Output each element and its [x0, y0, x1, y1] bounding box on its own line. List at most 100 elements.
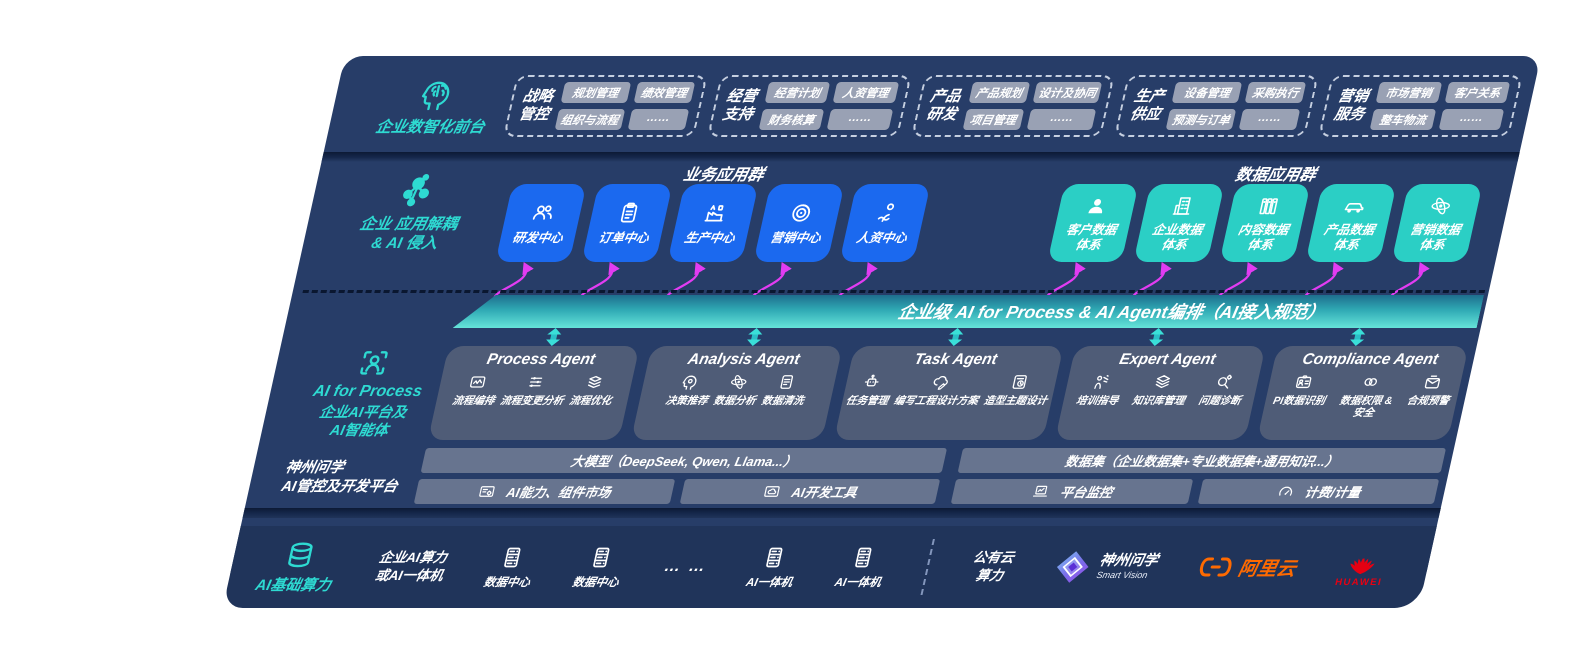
- ai-appliance-2: AI一体机: [833, 544, 889, 590]
- group-title: 生产 供应: [1128, 88, 1167, 123]
- group-title: 营销 服务: [1332, 88, 1371, 123]
- window-cloud-icon: [761, 482, 784, 501]
- server-icon: [496, 544, 529, 571]
- front-office-layer: 企业数智化前台 战略 管控 规划管理 绩效管理 组织与流程 …… 经营 支持 经营计…: [324, 56, 1541, 152]
- data-app-boxes: 客户数据 体系 企业数据 体系 内容数据 体系 产品数据 体系 营销数据 体系: [1047, 184, 1483, 262]
- infra-label: AI基础算力: [253, 577, 333, 594]
- atom-icon: [727, 372, 751, 392]
- vertical-dashed-divider: [920, 539, 935, 595]
- target-icon: [785, 200, 817, 226]
- aliyun-logo: 阿里云: [1196, 554, 1299, 581]
- chip: 人资管理: [832, 82, 899, 103]
- platform-label: 神州问学 AI管控及开发平台: [279, 460, 400, 495]
- architecture-panel: 企业数智化前台 战略 管控 规划管理 绩效管理 组织与流程 …… 经营 支持 经营计…: [222, 56, 1541, 608]
- magnifier-gear-icon: [1212, 372, 1236, 392]
- chip: 项目管理: [962, 109, 1025, 130]
- server-icon: [585, 544, 618, 571]
- group-title: 产品 研发: [924, 88, 963, 123]
- ai-appliance-1: AI一体机: [744, 544, 800, 590]
- chip: ……: [627, 109, 690, 130]
- chip: 预测与订单: [1166, 109, 1237, 130]
- brain-head-icon: [413, 74, 462, 114]
- business-apps-header: 业务应用群: [681, 167, 766, 184]
- chip: ……: [1238, 109, 1301, 130]
- front-group-supply: 生产 供应 设备管理 采购执行 预测与订单 ……: [1114, 75, 1319, 137]
- books-icon: [1254, 194, 1283, 218]
- front-office-groups: 战略 管控 规划管理 绩效管理 组织与流程 …… 经营 支持 经营计划 人资管理 财…: [503, 75, 1523, 137]
- trainer-icon: [1089, 372, 1113, 392]
- chip: 绩效管理: [633, 82, 696, 103]
- car-icon: [1340, 194, 1369, 218]
- chip: 采购执行: [1244, 82, 1307, 103]
- front-group-product: 产品 研发 产品规划 设计及协同 项目管理 ……: [910, 75, 1116, 137]
- factory-icon: [699, 200, 731, 226]
- agent-boxes: Process Agent 流程编排 流程变更分析 流程优化 Analysis …: [427, 346, 1469, 440]
- smartvision-diamond-icon: [1056, 551, 1089, 583]
- data-box-enterprise: 企业数据 体系: [1133, 184, 1225, 262]
- data-box-marketing: 营销数据 体系: [1391, 184, 1483, 262]
- huawei-logo: HUAWEI: [1334, 546, 1390, 588]
- application-layer: 企业 应用解耦 & AI 侵入 业务应用群 数据应用群 研发中心 订单中心 生产中…: [299, 162, 1517, 262]
- chip: 市场营销: [1375, 82, 1442, 103]
- person-activity-icon: [871, 200, 903, 226]
- linked-rings-icon: [1358, 372, 1382, 392]
- app-box-production-center: 生产中心: [667, 184, 759, 262]
- huawei-flower-icon: [1350, 557, 1375, 574]
- analysis-agent-box: Analysis Agent 决策推荐 数据分析 数据清洗: [630, 346, 843, 440]
- app-box-marketing-center: 营销中心: [753, 184, 845, 262]
- platform-monitor-chip: 平台监控: [950, 479, 1193, 504]
- cloud-pen-icon: [928, 372, 952, 392]
- group-title: 战略 管控: [517, 88, 555, 123]
- chip: 组织与流程: [554, 109, 625, 130]
- dashed-separator: [302, 290, 1486, 293]
- front-group-marketing: 营销 服务 市场营销 客户关系 整车物流 ……: [1318, 75, 1523, 137]
- datacenter-1: 数据中心: [482, 544, 538, 590]
- sliders-icon: [524, 372, 548, 392]
- orchestration-band-row: 企业级 AI for Process & AI Agent编排（AI接入规范）: [285, 290, 1489, 328]
- infra-label-block: AI基础算力: [254, 539, 341, 595]
- chip: ……: [826, 109, 893, 130]
- application-label-block: 企业 应用解耦 & AI 侵入: [325, 162, 497, 262]
- billing-metering-chip: 计费/计量: [1197, 479, 1440, 504]
- ai-dev-tools-chip: AI开发工具: [679, 479, 941, 504]
- aliyun-bracket-icon: [1200, 557, 1232, 577]
- enterprise-compute-text: 企业AI算力 或AI一体机: [373, 550, 449, 583]
- mail-alert-icon: [1420, 372, 1444, 392]
- data-box-content: 内容数据 体系: [1219, 184, 1311, 262]
- database-icon: [280, 539, 319, 571]
- application-label: 企业 应用解耦 & AI 侵入: [358, 215, 460, 252]
- server-icon: [847, 544, 880, 571]
- ai-capability-market-chip: AI能力、组件市场: [413, 479, 675, 504]
- business-app-boxes: 研发中心 订单中心 生产中心 营销中心 人资中心: [495, 184, 931, 262]
- chip: 规划管理: [560, 82, 631, 103]
- front-group-operation: 经营 支持 经营计划 人资管理 财务核算 ……: [706, 75, 912, 137]
- tablet-clock-icon: [1008, 372, 1032, 392]
- layer-step-divider: [242, 508, 1441, 518]
- orchestration-band: 企业级 AI for Process & AI Agent编排（AI接入规范）: [453, 295, 1484, 328]
- ai-platform-label-block: AI for Process 企业AI平台及 AI智能体: [286, 346, 449, 440]
- stack-icon: [582, 372, 606, 392]
- public-cloud-text: 公有云 算力: [971, 550, 1016, 583]
- atom-icon: [1426, 194, 1455, 218]
- robot-icon: [859, 372, 883, 392]
- group-title: 经营 支持: [720, 88, 759, 123]
- ai-for-process-label: AI for Process: [311, 382, 424, 400]
- datacenter-2: 数据中心: [571, 544, 627, 590]
- band-agent-arrows-zone: [281, 328, 1481, 346]
- connector-arrows-zone: [293, 262, 1495, 302]
- platform-layer: 神州问学 AI管控及开发平台 大模型（DeepSeek, Qwen, Llama…: [245, 448, 1454, 508]
- model-column: 大模型（DeepSeek, Qwen, Llama...） AI能力、组件市场 …: [413, 448, 948, 508]
- compliance-agent-box: Compliance Agent PI数据识别 数据权限 & 安全 合规预警: [1257, 346, 1469, 440]
- app-box-order-center: 订单中心: [581, 184, 673, 262]
- infrastructure-layer: AI基础算力 企业AI算力 或AI一体机 数据中心 数据中心 … … AI一体机 …: [222, 526, 1437, 608]
- molecule-icon: [392, 171, 441, 211]
- agents-layer: AI for Process 企业AI平台及 AI智能体 Process Agen…: [260, 346, 1477, 440]
- front-group-strategy: 战略 管控 规划管理 绩效管理 组织与流程 ……: [503, 75, 708, 137]
- chip: 财务核算: [758, 109, 825, 130]
- gauge-icon: [1274, 482, 1297, 501]
- laptop-chart-icon: [1029, 482, 1052, 501]
- data-box-customer: 客户数据 体系: [1047, 184, 1139, 262]
- chip: 设计及协同: [1032, 82, 1103, 103]
- process-agent-box: Process Agent 流程编排 流程变更分析 流程优化: [427, 346, 640, 440]
